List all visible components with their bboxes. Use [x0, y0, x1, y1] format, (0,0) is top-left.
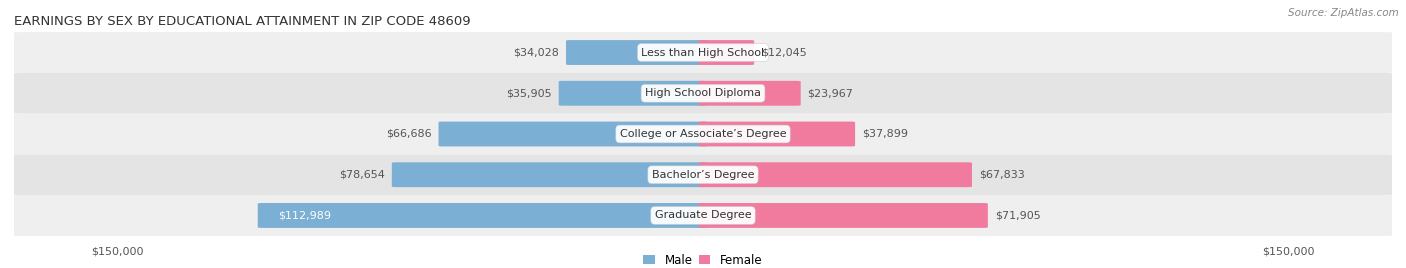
FancyBboxPatch shape: [567, 40, 707, 65]
Text: Graduate Degree: Graduate Degree: [655, 210, 751, 221]
FancyBboxPatch shape: [10, 114, 1396, 154]
Text: Source: ZipAtlas.com: Source: ZipAtlas.com: [1288, 8, 1399, 18]
FancyBboxPatch shape: [558, 81, 707, 106]
Text: $23,967: $23,967: [807, 88, 853, 98]
FancyBboxPatch shape: [10, 73, 1396, 114]
FancyBboxPatch shape: [10, 195, 1396, 236]
FancyBboxPatch shape: [699, 162, 972, 187]
Text: $35,905: $35,905: [506, 88, 551, 98]
FancyBboxPatch shape: [257, 203, 707, 228]
Text: Less than High School: Less than High School: [641, 47, 765, 58]
FancyBboxPatch shape: [699, 203, 988, 228]
Text: $37,899: $37,899: [862, 129, 908, 139]
FancyBboxPatch shape: [699, 122, 855, 146]
Text: $66,686: $66,686: [387, 129, 432, 139]
Text: $150,000: $150,000: [91, 246, 143, 256]
Text: EARNINGS BY SEX BY EDUCATIONAL ATTAINMENT IN ZIP CODE 48609: EARNINGS BY SEX BY EDUCATIONAL ATTAINMEN…: [14, 15, 471, 28]
FancyBboxPatch shape: [10, 154, 1396, 195]
FancyBboxPatch shape: [392, 162, 707, 187]
Text: $150,000: $150,000: [1263, 246, 1315, 256]
Legend: Male, Female: Male, Female: [644, 254, 762, 267]
Text: $71,905: $71,905: [994, 210, 1040, 221]
Text: High School Diploma: High School Diploma: [645, 88, 761, 98]
FancyBboxPatch shape: [439, 122, 707, 146]
Text: $67,833: $67,833: [979, 170, 1025, 180]
Text: College or Associate’s Degree: College or Associate’s Degree: [620, 129, 786, 139]
Text: $112,989: $112,989: [278, 210, 332, 221]
FancyBboxPatch shape: [699, 81, 800, 106]
Text: $12,045: $12,045: [761, 47, 807, 58]
Text: $34,028: $34,028: [513, 47, 560, 58]
FancyBboxPatch shape: [10, 32, 1396, 73]
Text: $78,654: $78,654: [339, 170, 385, 180]
FancyBboxPatch shape: [699, 40, 754, 65]
Text: Bachelor’s Degree: Bachelor’s Degree: [652, 170, 754, 180]
